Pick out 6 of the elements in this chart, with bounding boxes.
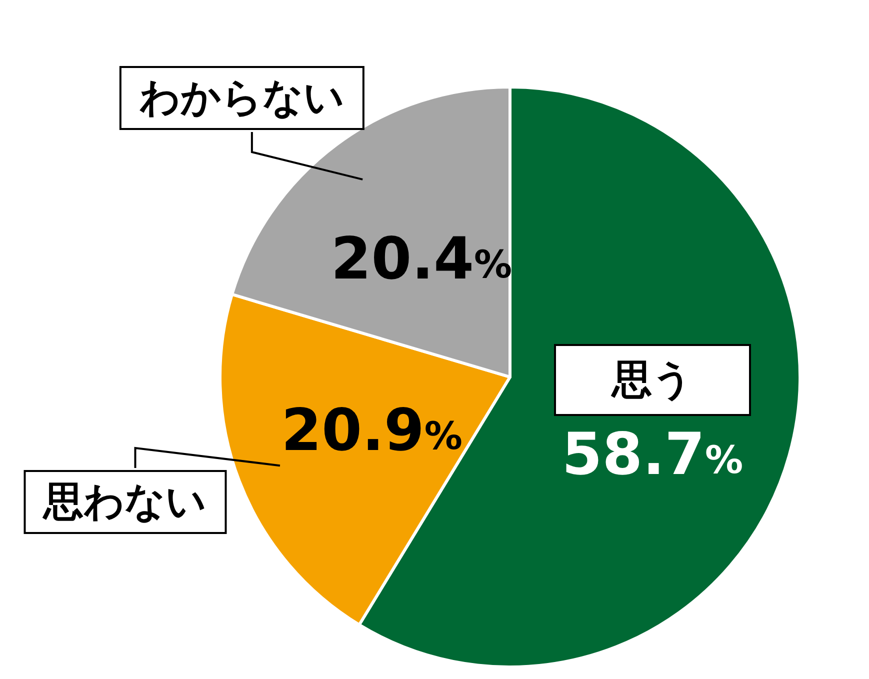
data-label: 20.4% (330, 224, 512, 292)
slice-label: わからない (139, 75, 344, 122)
data-label: 58.7% (562, 420, 744, 488)
slice-label: 思わない (42, 479, 207, 526)
slice-label: 思う (610, 356, 694, 403)
data-label: 20.9% (281, 396, 462, 464)
